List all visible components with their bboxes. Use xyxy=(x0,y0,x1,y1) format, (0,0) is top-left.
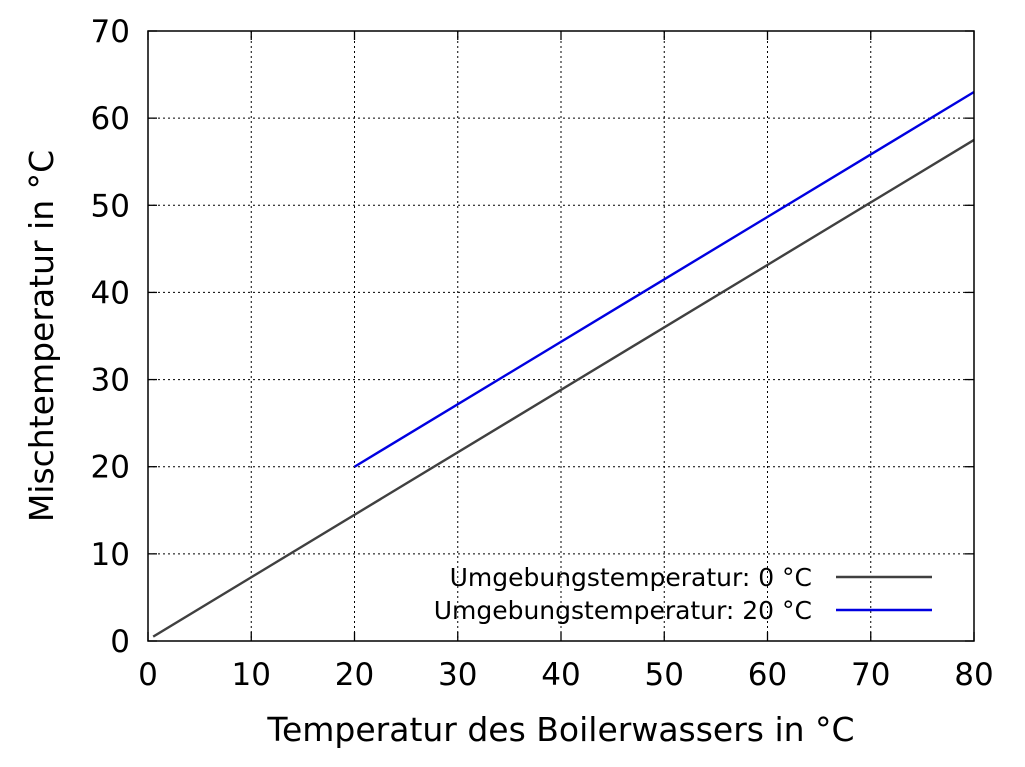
tick-labels: 0 10 20 30 40 50 60 70 80 0 10 20 30 40 50 60 70 xyxy=(91,14,994,693)
legend: Umgebungstemperatur: 0 °C Umgebungstemper… xyxy=(434,563,932,625)
series-line-1 xyxy=(353,90,975,468)
x-tick-label: 80 xyxy=(954,657,993,693)
series-line-0 xyxy=(152,138,975,638)
legend-label-0: Umgebungstemperatur: 0 °C xyxy=(450,563,812,592)
x-tick-label: 20 xyxy=(335,657,374,693)
grid xyxy=(148,31,974,641)
y-tick-label: 60 xyxy=(91,101,130,137)
x-axis-label: Temperatur des Boilerwassers in °C xyxy=(266,710,854,749)
y-tick-label: 40 xyxy=(91,275,130,311)
x-tick-label: 30 xyxy=(438,657,477,693)
y-axis-label: Mischtemperatur in °C xyxy=(22,150,61,522)
legend-label-1: Umgebungstemperatur: 20 °C xyxy=(434,596,812,625)
y-tick-label: 30 xyxy=(91,363,130,399)
x-tick-label: 70 xyxy=(851,657,890,693)
y-tick-label: 10 xyxy=(91,537,130,573)
y-tick-label: 50 xyxy=(91,188,130,224)
y-tick-label: 20 xyxy=(91,450,130,486)
x-tick-label: 50 xyxy=(645,657,684,693)
data-series xyxy=(152,90,975,638)
y-tick-label: 70 xyxy=(91,14,130,50)
x-tick-label: 40 xyxy=(541,657,580,693)
plot-frame xyxy=(147,30,975,642)
x-tick-label: 60 xyxy=(748,657,787,693)
y-tick-label: 0 xyxy=(110,624,130,660)
x-tick-label: 0 xyxy=(138,657,158,693)
x-tick-label: 10 xyxy=(232,657,271,693)
